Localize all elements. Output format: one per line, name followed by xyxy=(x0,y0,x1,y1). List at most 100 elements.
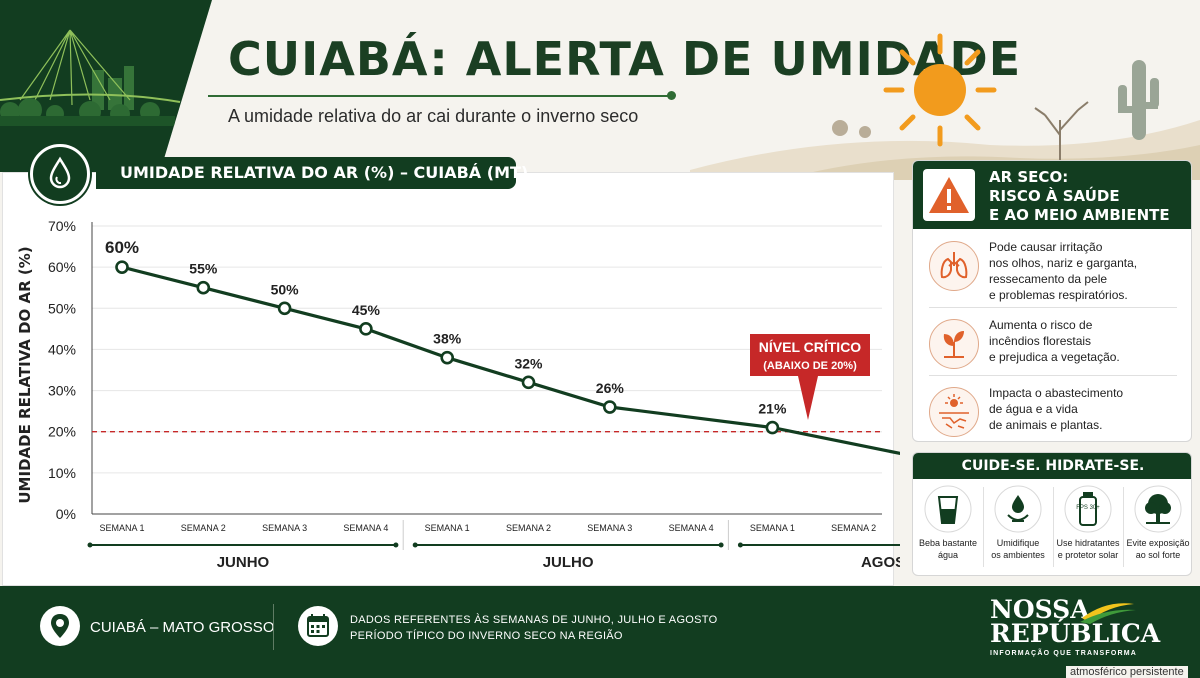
warning-icon xyxy=(923,169,975,221)
care-item-drink-water-text: Beba bastante água xyxy=(918,538,978,560)
critical-callout-subtitle: (ABAIXO DE 20%) xyxy=(763,360,857,372)
data-label: 38% xyxy=(433,331,462,347)
data-point xyxy=(602,400,617,414)
page-subtitle: A umidade relativa do ar cai durante o i… xyxy=(228,106,639,126)
city-skyline-illustration xyxy=(0,0,212,172)
month-label: AGOSTO xyxy=(861,554,900,571)
data-point xyxy=(440,350,455,365)
data-point xyxy=(115,260,129,274)
calendar-icon xyxy=(298,606,338,646)
month-bracket-end xyxy=(718,542,724,548)
care-item-drink-water: Beba bastante água xyxy=(915,483,981,573)
data-label: 45% xyxy=(352,302,381,318)
month-bracket-end xyxy=(393,542,399,548)
risk-item-fire-text: Aumenta o risco de incêndios florestais … xyxy=(989,318,1120,364)
data-label: 32% xyxy=(514,355,543,371)
y-tick-label: 60% xyxy=(48,259,76,275)
x-tick-label: SEMANA 1 xyxy=(99,523,144,533)
flag-swoosh-icon xyxy=(1080,603,1136,624)
data-label: 21% xyxy=(758,401,787,417)
divider xyxy=(273,604,274,650)
x-tick-label: SEMANA 2 xyxy=(181,523,226,533)
care-panel-header xyxy=(913,453,1191,479)
tree-shade-icon xyxy=(1134,485,1182,533)
location-text: CUIABÁ – MATO GROSSO xyxy=(90,619,275,636)
x-tick-label: SEMANA 3 xyxy=(587,523,632,533)
risk-item-fire: Aumenta o risco de incêndios florestais … xyxy=(913,313,1191,383)
care-panel: CUIDE-SE. HIDRATE-SE. Beba bastante água xyxy=(912,452,1192,576)
data-point xyxy=(196,280,211,295)
cropped-caption-text: atmosférico persistente xyxy=(1066,666,1188,678)
critical-callout-box xyxy=(750,334,870,420)
chart-title: UMIDADE RELATIVA DO AR (%) – CUIABÁ (MT) xyxy=(120,163,529,182)
month-label: JULHO xyxy=(543,554,594,571)
brand-logo: NOSSA REPÚBLICA INFORMAÇÃO QUE TRANSFORM… xyxy=(990,595,1161,657)
care-item-humidify-text: Umidifique os ambientes xyxy=(991,538,1045,560)
care-item-shade: Evite exposição ao sol forte xyxy=(1125,483,1191,573)
data-point xyxy=(521,375,536,390)
x-tick-label: SEMANA 1 xyxy=(425,523,470,533)
risk-panel-header: AR SECO: RISCO À SAÚDE E AO MEIO AMBIENT… xyxy=(913,161,1191,229)
brand-tagline: INFORMAÇÃO QUE TRANSFORMA xyxy=(990,650,1138,657)
divider xyxy=(983,487,984,567)
sun-icon xyxy=(880,30,1000,150)
water-glass-icon xyxy=(924,485,972,533)
divider xyxy=(929,375,1177,376)
plant-icon xyxy=(929,319,979,369)
title-underline xyxy=(208,95,670,97)
title-underline-dot xyxy=(667,91,676,100)
care-item-sunscreen-text: Use hidratantes e protetor solar xyxy=(1056,538,1120,560)
sunscreen-icon: FPS 30+ xyxy=(1064,485,1112,533)
month-bracket-end xyxy=(737,542,743,548)
y-tick-label: 40% xyxy=(48,341,76,357)
risk-panel: AR SECO: RISCO À SAÚDE E AO MEIO AMBIENT… xyxy=(912,160,1192,442)
risk-item-health: Pode causar irritação nos olhos, nariz e… xyxy=(913,235,1191,305)
x-tick-label: SEMANA 1 xyxy=(750,523,795,533)
brand-name: NOSSA REPÚBLICA xyxy=(990,595,1161,648)
x-tick-label: SEMANA 2 xyxy=(831,523,876,533)
care-panel-title: CUIDE-SE. HIDRATE-SE. xyxy=(961,458,1145,474)
divider xyxy=(929,307,1177,308)
humidifier-icon xyxy=(994,485,1042,533)
lungs-icon xyxy=(929,241,979,291)
x-tick-label: SEMANA 4 xyxy=(343,523,388,533)
water-drop-icon xyxy=(30,144,90,204)
chart-card xyxy=(2,172,894,586)
risk-item-water: Impacta o abastecimento de água e a vida… xyxy=(913,381,1191,441)
data-point xyxy=(277,301,292,316)
data-label: 60% xyxy=(105,238,139,257)
x-tick-label: SEMANA 4 xyxy=(669,523,714,533)
risk-item-water-text: Impacta o abastecimento de água e a vida… xyxy=(989,386,1124,432)
month-bracket-end xyxy=(87,542,93,548)
month-label: JUNHO xyxy=(217,554,270,571)
svg-text:FPS 30+: FPS 30+ xyxy=(1076,505,1100,511)
x-tick-label: SEMANA 3 xyxy=(262,523,307,533)
y-tick-label: 30% xyxy=(48,383,76,399)
chart-title-bar xyxy=(96,157,516,189)
x-tick-label: SEMANA 2 xyxy=(506,523,551,533)
divider xyxy=(1053,487,1054,567)
footer-bar xyxy=(0,586,1200,678)
data-source-note: DADOS REFERENTES ÀS SEMANAS DE JUNHO, JU… xyxy=(350,614,718,642)
humidity-line-chart: 0% 10% 20% 30% 40% 50% 60% 70% 60% 55% 50% 45% 38% 3… xyxy=(16,218,900,571)
y-tick-label: 70% xyxy=(48,218,76,234)
data-point xyxy=(765,420,780,435)
care-item-shade-text: Evite exposição ao sol forte xyxy=(1126,538,1190,560)
data-label: 50% xyxy=(271,281,300,297)
risk-panel-title: AR SECO: RISCO À SAÚDE E AO MEIO AMBIENT… xyxy=(989,168,1170,224)
care-item-humidify: Umidifique os ambientes xyxy=(985,483,1051,573)
y-tick-label: 10% xyxy=(48,465,76,481)
data-point xyxy=(359,322,373,336)
care-item-sunscreen: FPS 30+ Use hidratantes e protetor solar xyxy=(1055,483,1121,573)
dry-soil-icon xyxy=(929,387,979,437)
location-pin-icon xyxy=(40,606,80,646)
y-tick-label: 50% xyxy=(48,300,76,316)
data-label: 26% xyxy=(596,380,625,396)
risk-item-health-text: Pode causar irritação nos olhos, nariz e… xyxy=(989,240,1138,302)
critical-callout-title: NÍVEL CRÍTICO xyxy=(759,339,862,355)
month-bracket-end xyxy=(412,542,418,548)
y-tick-label: 0% xyxy=(56,506,76,522)
data-label: 55% xyxy=(189,261,218,277)
y-tick-label: 20% xyxy=(48,424,76,440)
